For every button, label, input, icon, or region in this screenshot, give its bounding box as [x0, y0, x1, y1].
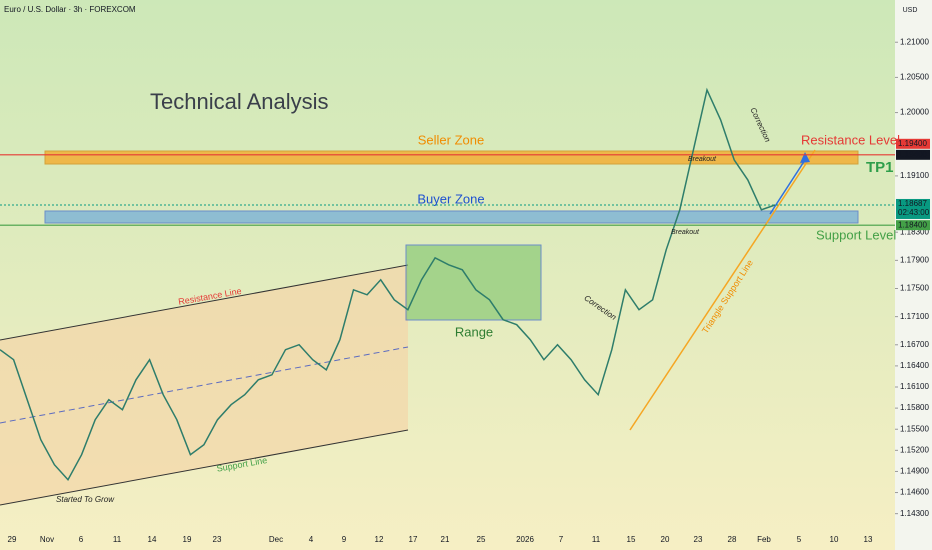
x-tick-label: 17 — [409, 535, 418, 544]
price-badge — [896, 149, 930, 160]
price-axis — [895, 0, 932, 550]
currency[interactable]: USD — [903, 7, 918, 14]
y-tick-label: 1.14300 — [900, 509, 929, 518]
y-tick-label: 1.20000 — [900, 108, 929, 117]
y-tick-label: 1.16700 — [900, 340, 929, 349]
label: TP1 — [866, 159, 894, 176]
channel-bottom — [0, 429, 409, 506]
range-box — [405, 244, 542, 321]
label: Started To Grow — [56, 495, 115, 504]
y-tick-label: 1.18300 — [900, 227, 929, 236]
x-tick-label: 11 — [592, 535, 601, 544]
y-tick-label: 1.20500 — [900, 73, 929, 82]
y-tick-label: 1.17100 — [900, 312, 929, 321]
x-tick-label: 25 — [477, 535, 486, 544]
y-tick-label: 1.17500 — [900, 284, 929, 293]
label: Breakout — [688, 156, 717, 163]
x-tick-label: 15 — [627, 535, 636, 544]
x-tick-label: 23 — [213, 535, 222, 544]
x-tick-label: 6 — [79, 535, 84, 544]
label: Resistance Level — [801, 132, 900, 147]
y-tick-label: 1.14900 — [900, 467, 929, 476]
x-tick-label: 7 — [559, 535, 564, 544]
price-badge — [896, 198, 930, 219]
x-tick-label: Dec — [269, 535, 283, 544]
price-line — [0, 87, 776, 481]
x-tick-label: Feb — [757, 535, 771, 544]
price-badge-label: 1.19400 — [898, 139, 927, 148]
buyer-zone — [44, 210, 859, 224]
y-tick-label: 1.16400 — [900, 361, 929, 370]
price-badge-label: 1.18687 — [898, 199, 927, 208]
label: Seller Zone — [418, 132, 484, 147]
x-tick-label: 13 — [864, 535, 873, 544]
x-tick-label: 11 — [113, 535, 122, 544]
x-tick-label: 29 — [8, 535, 17, 544]
label: Support Level — [816, 227, 896, 242]
y-tick-label: 1.15500 — [900, 424, 929, 433]
symbol: Euro / U.S. Dollar · 3h · FOREXCOM — [4, 5, 136, 14]
price-badge-label: 1.19400 — [898, 150, 927, 159]
x-tick-label: 19 — [183, 535, 192, 544]
heading: Technical Analysis — [150, 89, 329, 114]
x-tick-label: 5 — [797, 535, 802, 544]
price-badge — [896, 220, 930, 231]
y-tick-label: 1.15200 — [900, 445, 929, 454]
y-tick-label: 1.15800 — [900, 403, 929, 412]
target-arrow — [769, 159, 806, 215]
y-tick-label: 1.21000 — [900, 37, 929, 46]
arrow-head — [800, 152, 810, 163]
x-tick-label: 23 — [694, 535, 703, 544]
triangle-line — [629, 149, 816, 431]
x-tick-label: 2026 — [516, 535, 534, 544]
x-tick-label: 12 — [375, 535, 384, 544]
countdown: 02:43:00 — [898, 208, 930, 217]
label: Range — [455, 324, 493, 339]
price-badge — [896, 138, 930, 149]
x-tick-label: 14 — [148, 535, 157, 544]
channel-top — [0, 264, 409, 341]
x-tick-label: Nov — [40, 535, 54, 544]
label: Breakout — [671, 229, 700, 236]
x-tick-label: 21 — [441, 535, 450, 544]
x-tick-label: 10 — [830, 535, 839, 544]
label: Buyer Zone — [417, 191, 484, 206]
x-tick-label: 9 — [342, 535, 347, 544]
y-tick-label: 1.19100 — [900, 171, 929, 180]
channel — [0, 265, 408, 505]
x-tick-label: 28 — [728, 535, 737, 544]
channel-mid — [0, 346, 409, 424]
x-tick-label: 20 — [661, 535, 670, 544]
x-tick-label: 4 — [309, 535, 314, 544]
y-tick-label: 1.17900 — [900, 255, 929, 264]
price-badge-label: 1.18400 — [898, 220, 927, 229]
y-tick-label: 1.16100 — [900, 382, 929, 391]
y-tick-label: 1.14600 — [900, 488, 929, 497]
